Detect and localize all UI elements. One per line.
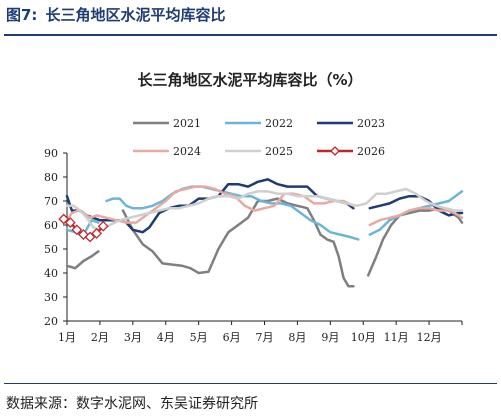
x-tick-label: 2月: [91, 331, 109, 344]
legend-label-2023: 2023: [357, 117, 385, 130]
y-tick-label: 40: [44, 267, 58, 280]
x-tick-label: 8月: [288, 331, 306, 344]
legend-label-2026: 2026: [357, 145, 385, 158]
series-line-2022: [105, 185, 360, 241]
data-point-2026: [91, 227, 103, 239]
series-line-2021: [366, 206, 464, 277]
y-tick-label: 50: [44, 243, 58, 256]
legend-label-2022: 2022: [265, 117, 293, 130]
figure-label: 图7:: [6, 6, 38, 24]
x-tick-label: 9月: [321, 331, 339, 344]
y-tick-label: 20: [44, 315, 58, 328]
y-tick-label: 90: [44, 147, 58, 160]
legend-label-2024: 2024: [173, 145, 201, 158]
chart-title: 长三角地区水泥平均库容比（%）: [137, 71, 362, 89]
data-point-2026: [84, 231, 96, 243]
y-tick-label: 70: [44, 195, 58, 208]
line-chart: 长三角地区水泥平均库容比（%） 2021 2022 2023 2024 2025 2026…: [44, 71, 464, 344]
series-line-2024: [368, 206, 464, 227]
legend-marker-2026: [330, 146, 340, 156]
footer-rule: [4, 383, 497, 384]
data-point-2026: [58, 213, 70, 225]
data-point-2026: [97, 220, 109, 232]
series-line-2023: [65, 178, 355, 234]
y-tick-label: 80: [44, 171, 58, 184]
figure-title: 图7: 长三角地区水泥平均库容比: [6, 4, 225, 25]
series-line-2025: [65, 187, 464, 232]
series-line-2022: [368, 190, 464, 236]
series-line-2021: [65, 250, 100, 270]
y-tick-label: 30: [44, 291, 58, 304]
x-tick-label: 6月: [223, 331, 241, 344]
x-tick-label: 7月: [256, 331, 274, 344]
data-point-2026: [64, 217, 76, 229]
header-rule: [4, 34, 497, 36]
data-point-2026: [71, 224, 83, 236]
x-tick-label: 5月: [190, 331, 208, 344]
series-line-2024: [65, 185, 355, 224]
x-tick-label: 10月: [351, 331, 376, 344]
chart-legend: 2021 2022 2023 2024 2025 2026: [133, 117, 385, 158]
chart-series: [58, 178, 464, 288]
figure-title-text: 长三角地区水泥平均库容比: [45, 6, 226, 24]
x-tick-label: 4月: [157, 331, 175, 344]
y-tick-label: 60: [44, 219, 58, 232]
legend-label-2021: 2021: [173, 117, 201, 130]
legend-label-2025: 2025: [265, 145, 293, 158]
x-tick-label: 3月: [124, 331, 142, 344]
x-tick-label: 12月: [417, 331, 442, 344]
chart-axes: 20 30 40 50 60 70 80 90 1月 2月 3月 4月 5月 6月 7月 8月 9月 10月 11月…: [44, 147, 463, 344]
x-tick-label: 11月: [384, 331, 409, 344]
x-tick-label: 1月: [58, 331, 76, 344]
data-source: 数据来源：数字水泥网、东吴证券研究所: [6, 396, 258, 412]
